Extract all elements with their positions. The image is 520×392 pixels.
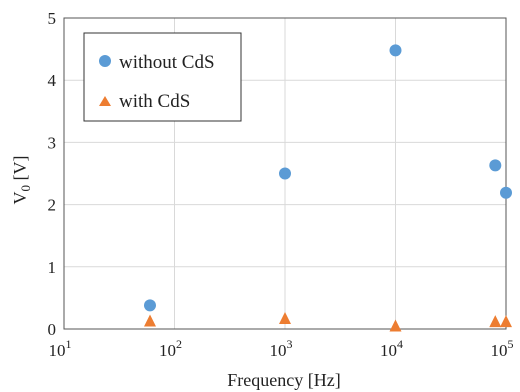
y-tick-label: 0 <box>48 320 57 339</box>
x-axis-label: Frequency [Hz] <box>227 370 340 390</box>
point-without-cds <box>389 44 402 57</box>
point-with-cds <box>143 314 156 327</box>
point-without-cds <box>500 186 512 199</box>
y-tick-label: 4 <box>48 71 57 90</box>
point-without-cds <box>489 159 502 172</box>
point-with-cds <box>500 315 512 328</box>
y-axis-ticks: 0 1 2 3 4 5 <box>48 9 57 339</box>
legend-marker-with-cds <box>99 96 111 106</box>
y-axis-label-subscript: 0 <box>18 185 33 192</box>
y-tick-label: 2 <box>48 196 57 215</box>
x-tick-label: 103 <box>270 337 293 360</box>
legend-box <box>83 32 242 122</box>
x-tick-label: 105 <box>491 337 514 360</box>
y-axis-label-base: V <box>10 192 30 205</box>
x-tick-label: 104 <box>380 337 403 360</box>
y-tick-label: 1 <box>48 258 57 277</box>
x-tick-label: 102 <box>159 337 182 360</box>
point-without-cds <box>143 299 156 312</box>
plot-area <box>63 17 507 330</box>
y-tick-label: 3 <box>48 133 57 152</box>
point-with-cds <box>389 319 402 332</box>
point-with-cds <box>279 312 291 325</box>
y-axis-label: V0 [V] <box>10 156 33 205</box>
legend-label-with-cds: with CdS <box>119 91 190 112</box>
legend-marker-without-cds <box>99 55 111 67</box>
y-axis-label-unit: [V] <box>10 156 30 186</box>
x-axis-ticks: 101 102 103 104 105 <box>49 337 514 360</box>
point-with-cds <box>489 315 502 328</box>
data-points <box>143 44 512 332</box>
x-tick-label: 101 <box>49 337 72 360</box>
legend: without CdS with CdS <box>83 32 242 122</box>
legend-label-without-cds: without CdS <box>119 52 215 73</box>
y-tick-label: 5 <box>48 9 57 28</box>
point-without-cds <box>279 167 291 180</box>
